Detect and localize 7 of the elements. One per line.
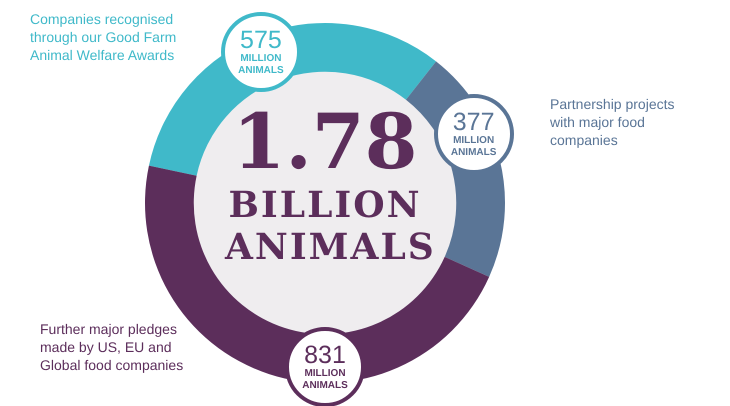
slice-label: Companies recognised through our Good Farm Animal Welfare Awards bbox=[30, 10, 178, 64]
text: 1.78 BILLION ANIMALS bbox=[224, 97, 437, 268]
data-label: 377 MILLION ANIMALS bbox=[450, 108, 498, 159]
data-label: 831 MILLION ANIMALS bbox=[301, 341, 349, 392]
slice-label: Further major pledges made by US, EU and Global food companies bbox=[40, 320, 184, 374]
data-label: 575 MILLION ANIMALS bbox=[237, 26, 285, 78]
slice-label: Partnership projects with major food companies bbox=[550, 95, 676, 149]
